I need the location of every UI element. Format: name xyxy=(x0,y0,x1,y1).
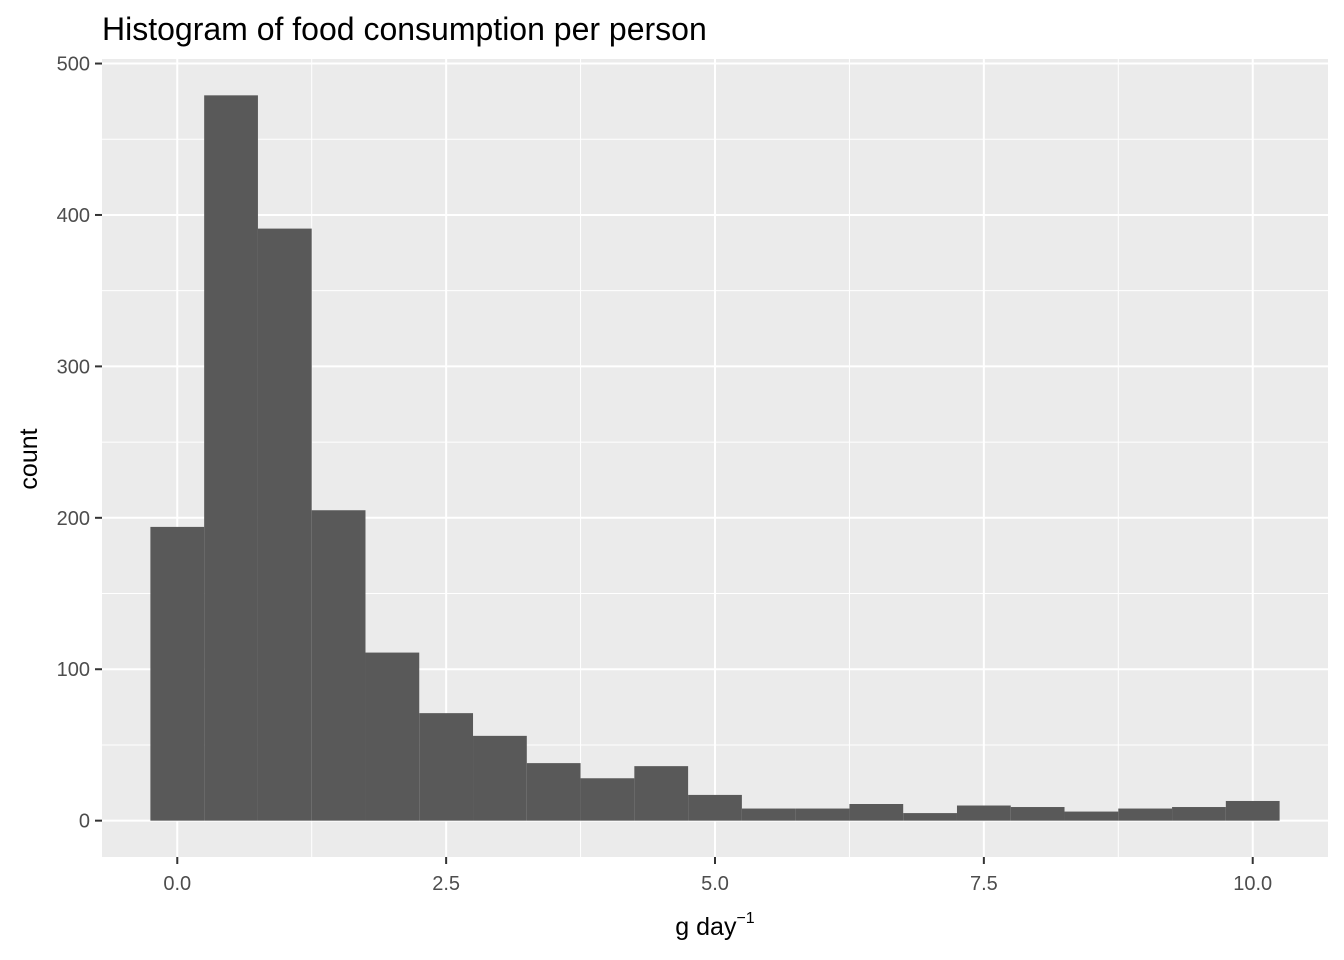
histogram-bar xyxy=(311,510,366,821)
x-axis-title: g day−1 xyxy=(675,910,755,941)
x-tick-label: 0.0 xyxy=(163,873,191,895)
histogram-bar xyxy=(204,95,258,821)
y-tick-label: 500 xyxy=(57,54,90,76)
histogram-bar xyxy=(903,813,957,821)
x-axis-title-text: g day xyxy=(675,913,737,941)
x-tick-label: 10.0 xyxy=(1233,873,1272,895)
y-tick-label: 100 xyxy=(57,659,90,681)
histogram-bars xyxy=(150,95,1280,821)
x-tick-label: 7.5 xyxy=(970,873,998,895)
histogram-bar xyxy=(1225,800,1280,821)
histogram-bar xyxy=(1010,807,1065,821)
histogram-bar xyxy=(741,808,796,821)
histogram-bar xyxy=(956,805,1011,821)
x-axis-title-superscript: −1 xyxy=(736,910,754,927)
histogram-bar xyxy=(1064,811,1119,821)
histogram-bar xyxy=(150,526,205,821)
histogram-bar xyxy=(257,228,312,821)
histogram-bar xyxy=(1172,807,1226,821)
x-tick-label: 5.0 xyxy=(701,873,729,895)
y-tick-label: 200 xyxy=(57,508,90,530)
x-axis: 0.0 2.5 5.0 7.5 10.0 xyxy=(163,857,1272,895)
histogram-bar xyxy=(634,766,689,821)
chart-title: Histogram of food consumption per person xyxy=(102,11,707,47)
histogram-bar xyxy=(849,804,904,821)
histogram-bar xyxy=(688,794,742,821)
histogram-bar xyxy=(473,735,527,821)
histogram-bar xyxy=(365,652,420,821)
x-tick-label: 2.5 xyxy=(432,873,460,895)
y-tick-label: 400 xyxy=(57,205,90,227)
histogram-bar xyxy=(526,763,581,821)
histogram-bar xyxy=(419,713,474,821)
y-axis: 0 100 200 300 400 500 xyxy=(57,54,102,833)
histogram-bar xyxy=(795,808,850,821)
histogram-bar xyxy=(580,778,635,821)
y-tick-label: 300 xyxy=(57,356,90,378)
y-tick-label: 0 xyxy=(79,811,90,833)
histogram-bar xyxy=(1118,808,1173,821)
y-axis-title: count xyxy=(15,428,43,489)
